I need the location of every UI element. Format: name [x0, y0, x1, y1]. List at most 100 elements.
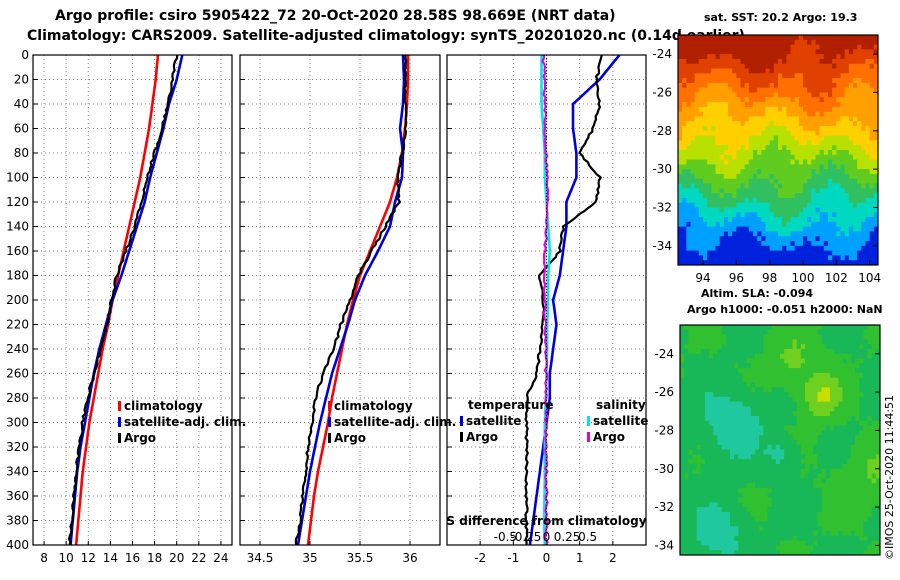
x-tick-label: 35 [302, 551, 317, 565]
heatmap-cell [709, 535, 714, 542]
heatmap-cell [798, 39, 804, 45]
heatmap-cell [819, 221, 825, 228]
heatmap-cell [828, 97, 833, 103]
heatmap-cell [740, 226, 746, 232]
heatmap-cell [807, 217, 812, 223]
heatmap-cell [844, 116, 850, 122]
heatmap-cell [721, 325, 727, 331]
heatmap-cell [705, 463, 710, 470]
heatmap-cell [817, 540, 823, 546]
heatmap-cell [821, 334, 827, 340]
heatmap-cell [846, 396, 852, 403]
heatmap-cell [796, 401, 802, 407]
heatmap-cell [767, 550, 773, 556]
heatmap-cell [830, 531, 835, 537]
heatmap-cell [786, 212, 791, 218]
heatmap-cell [709, 325, 714, 331]
heatmap-cell [700, 396, 706, 403]
heatmap-cell [788, 401, 793, 407]
heatmap-cell [861, 193, 866, 199]
heatmap-cell [794, 231, 800, 237]
heatmap-cell [861, 126, 866, 132]
heatmap-cell [865, 111, 871, 117]
heatmap-cell [765, 202, 771, 208]
heatmap-cell [850, 492, 856, 498]
heatmap-cell [842, 497, 848, 503]
heatmap-cell [840, 82, 846, 89]
heatmap-cell [715, 241, 721, 247]
heatmap-cell [759, 363, 764, 369]
heatmap-cell [815, 121, 821, 127]
heatmap-cell [823, 35, 829, 41]
heatmap-cell [717, 325, 723, 331]
heatmap-cell [721, 473, 727, 479]
heatmap-cell [811, 197, 816, 204]
heatmap-cell [794, 92, 800, 98]
heatmap-cell [825, 521, 831, 527]
heatmap-cell [694, 183, 700, 189]
heatmap-cell [738, 382, 743, 388]
heatmap-cell [775, 463, 781, 470]
heatmap-cell [761, 54, 766, 60]
heatmap-cell [688, 392, 693, 398]
heatmap-cell [707, 231, 712, 237]
heatmap-cell [782, 202, 787, 208]
heatmap-cell [794, 54, 800, 60]
heatmap-cell [825, 392, 831, 398]
heatmap-cell [750, 368, 756, 374]
heatmap-cell [773, 73, 779, 79]
heatmap-cell [817, 497, 823, 503]
heatmap-cell [830, 507, 835, 513]
heatmap-cell [782, 44, 787, 50]
heatmap-cell [717, 540, 723, 546]
heatmap-cell [728, 178, 733, 184]
heatmap-cell [817, 492, 823, 498]
heatmap-cell [728, 188, 733, 194]
heatmap-cell [723, 193, 729, 199]
heatmap-cell [875, 502, 881, 508]
heatmap-cell [771, 540, 777, 546]
heatmap-cell [694, 82, 700, 89]
heatmap-cell [694, 193, 700, 199]
heatmap-cell [803, 173, 808, 180]
heatmap-cell [700, 334, 706, 340]
heatmap-cell [859, 473, 864, 479]
heatmap-cell [715, 68, 721, 74]
heatmap-cell [703, 68, 708, 74]
heatmap-cell [744, 245, 750, 252]
heatmap-cell [813, 344, 818, 350]
heatmap-cell [780, 334, 785, 340]
heatmap-cell [711, 202, 716, 208]
heatmap-cell [694, 241, 700, 247]
heatmap-cell [725, 550, 731, 556]
heatmap-cell [807, 226, 812, 232]
heatmap-cell [771, 396, 777, 403]
heatmap-cell [859, 497, 864, 503]
heatmap-cell [765, 111, 771, 117]
heatmap-cell [757, 73, 762, 79]
heatmap-cell [730, 339, 735, 345]
heatmap-cell [728, 54, 733, 60]
heatmap-cell [703, 255, 708, 261]
heatmap-cell [765, 106, 771, 113]
heatmap-cell [782, 116, 787, 122]
heatmap-cell [744, 159, 750, 165]
heatmap-cell [800, 516, 806, 522]
heatmap-cell [775, 329, 781, 335]
heatmap-cell [680, 392, 685, 398]
heatmap-cell [728, 145, 733, 151]
heatmap-cell [811, 212, 816, 218]
heatmap-cell [813, 430, 818, 436]
heatmap-cell [769, 193, 775, 199]
heatmap-cell [698, 260, 704, 266]
heatmap-cell [815, 255, 821, 261]
heatmap-cell [732, 87, 737, 93]
heatmap-cell [678, 178, 683, 184]
heatmap-cell [865, 68, 871, 74]
heatmap-cell [723, 49, 729, 55]
heatmap-cell [696, 401, 702, 407]
heatmap-cell [825, 368, 831, 374]
heatmap-cell [800, 540, 806, 546]
heatmap-cell [850, 382, 856, 388]
heatmap-cell [819, 236, 825, 242]
